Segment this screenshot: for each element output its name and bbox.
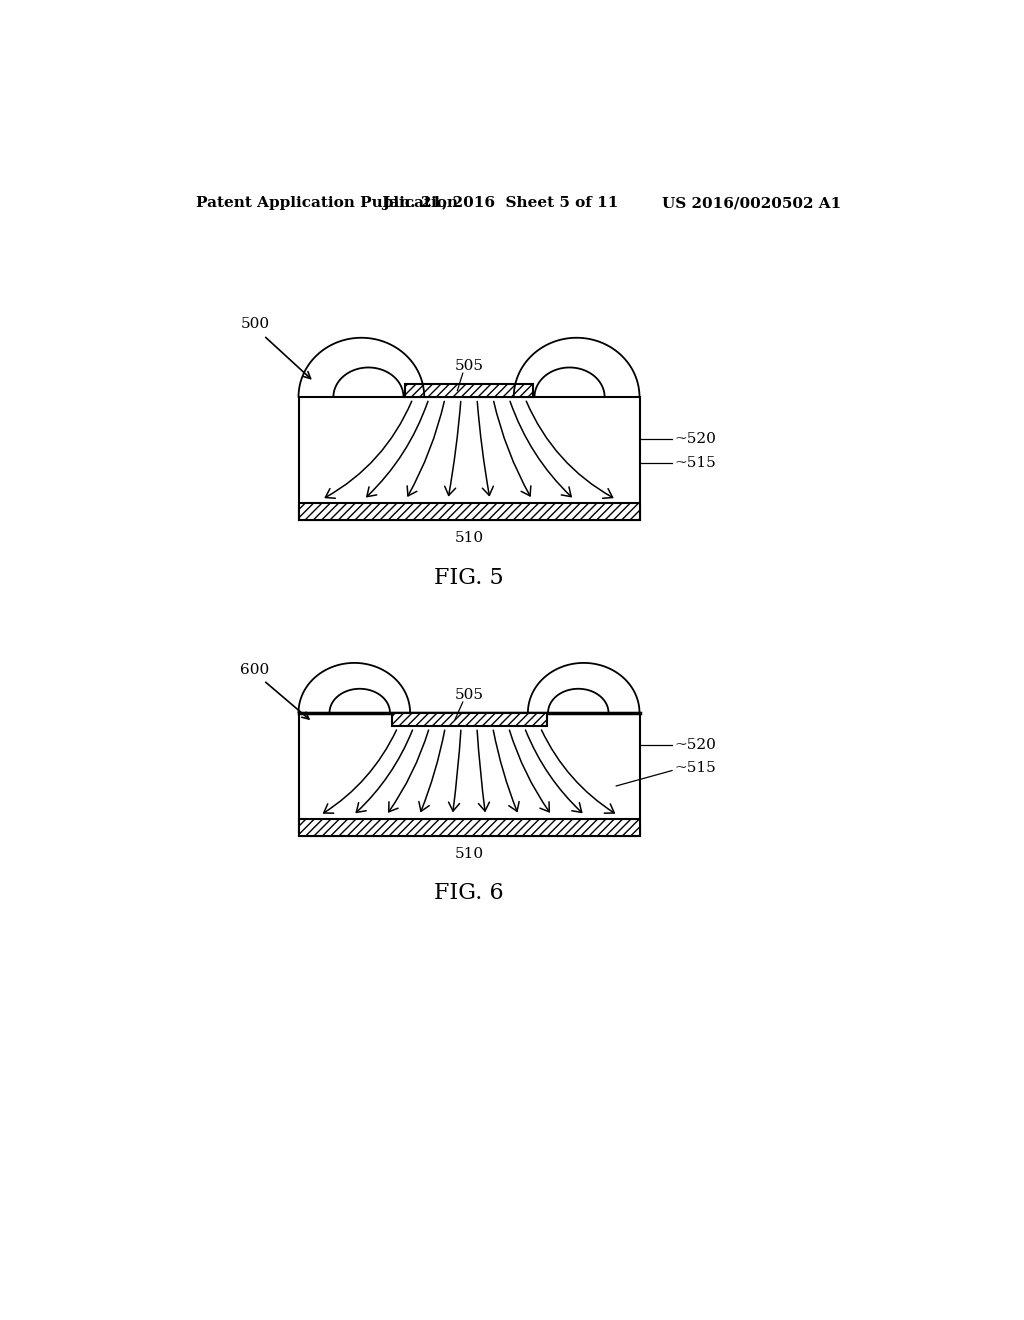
Text: 510: 510 — [455, 847, 483, 861]
FancyArrowPatch shape — [477, 730, 489, 810]
Text: ~520: ~520 — [675, 433, 716, 446]
FancyArrowPatch shape — [542, 730, 614, 813]
Text: 510: 510 — [455, 531, 483, 545]
FancyArrowPatch shape — [509, 730, 549, 812]
Bar — [299, 397, 640, 520]
Text: Patent Application Publication: Patent Application Publication — [197, 197, 458, 210]
FancyArrowPatch shape — [326, 401, 412, 498]
FancyArrowPatch shape — [477, 401, 494, 495]
Text: FIG. 5: FIG. 5 — [434, 566, 504, 589]
Bar — [299, 713, 640, 836]
Bar — [299, 503, 640, 520]
Bar — [299, 818, 640, 836]
FancyArrowPatch shape — [444, 401, 461, 495]
FancyArrowPatch shape — [494, 401, 530, 496]
FancyArrowPatch shape — [494, 730, 519, 812]
Text: 500: 500 — [241, 317, 269, 331]
Text: 505: 505 — [455, 688, 483, 702]
FancyArrowPatch shape — [408, 401, 444, 496]
FancyArrowPatch shape — [356, 730, 413, 812]
Text: US 2016/0020502 A1: US 2016/0020502 A1 — [662, 197, 841, 210]
Text: Jan. 21, 2016  Sheet 5 of 11: Jan. 21, 2016 Sheet 5 of 11 — [382, 197, 618, 210]
Text: FIG. 6: FIG. 6 — [434, 882, 504, 904]
FancyArrowPatch shape — [419, 730, 444, 812]
FancyArrowPatch shape — [526, 401, 612, 498]
Text: 600: 600 — [241, 664, 269, 677]
FancyArrowPatch shape — [449, 730, 461, 810]
Bar — [406, 384, 532, 397]
FancyArrowPatch shape — [510, 401, 571, 496]
Text: ~515: ~515 — [675, 762, 716, 775]
Text: ~520: ~520 — [675, 738, 716, 752]
FancyArrowPatch shape — [389, 730, 429, 812]
Text: ~515: ~515 — [675, 455, 716, 470]
Bar — [391, 713, 547, 726]
FancyArrowPatch shape — [367, 401, 428, 496]
FancyArrowPatch shape — [525, 730, 582, 812]
Text: 505: 505 — [455, 359, 483, 374]
FancyArrowPatch shape — [324, 730, 396, 813]
